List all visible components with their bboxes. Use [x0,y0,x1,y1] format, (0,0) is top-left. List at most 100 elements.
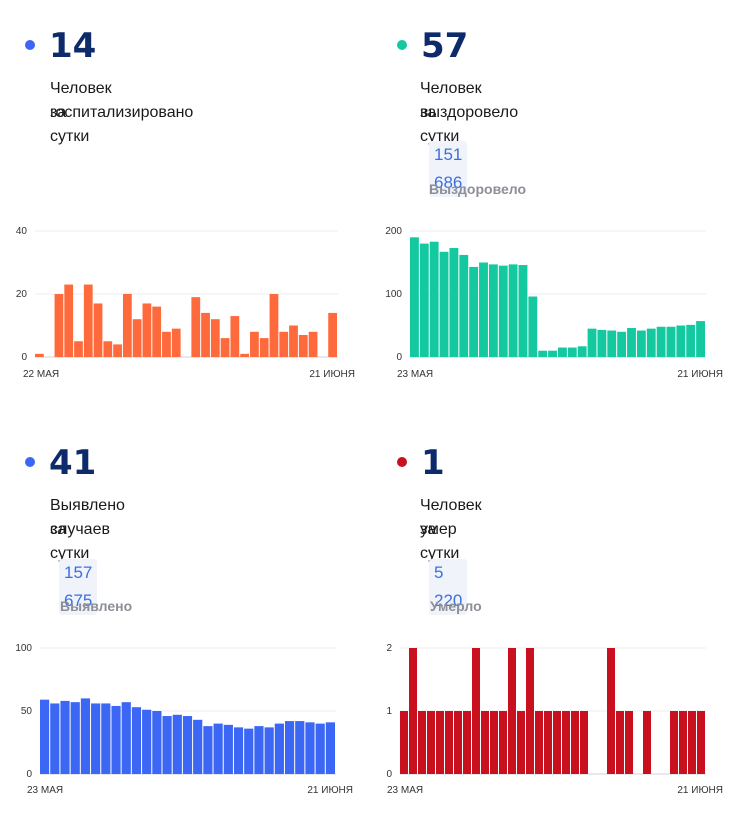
recovered-bar [627,328,636,357]
cases-bar [254,726,264,774]
hospitalized-y-tick-label: 40 [16,226,28,237]
deaths-bar [679,711,687,774]
deaths-bar [481,711,489,774]
recovered-count: 57 [421,26,469,66]
deaths-count: 1 [421,443,445,483]
recovered-bar [419,243,429,357]
hospitalized-bar [113,344,122,357]
cases-total-label: Выявлено [60,598,133,614]
deaths-bar [508,648,516,774]
cases-bar [172,714,182,774]
hospitalized-bar [152,306,162,357]
deaths-y-tick-label: 0 [386,769,392,780]
cases-bar [274,723,284,774]
recovered-bar [646,328,656,357]
recovered-total-badge: 151 686 [429,141,468,197]
hospitalized-count: 14 [49,26,97,66]
deaths-bar [517,711,525,774]
deaths-bar [697,711,705,774]
hospitalized-bar [171,328,181,357]
hospitalized-bar [308,331,318,357]
cases-bar [50,703,60,774]
deaths-total-badge: 5 220 [429,559,468,615]
cases-bar [264,727,274,774]
recovered-y-tick-label: 0 [396,352,402,363]
recovered-bar [528,296,538,357]
recovered-caption-line1: Человек выздоровело [420,80,519,121]
recovered-y-tick-label: 200 [385,226,402,237]
cases-bar [193,719,203,774]
hospitalized-bar [240,353,250,357]
recovered-bar [538,350,548,357]
hospitalized-x-start-label: 22 МАЯ [23,369,59,380]
cases-bar [295,721,305,774]
deaths-bar [625,711,633,774]
deaths-bar [445,711,453,774]
deaths-bar [571,711,579,774]
cases-bar [101,703,111,774]
cases-total-badge: 157 675 [59,559,98,615]
cases-bar [213,723,223,774]
hospitalized-bar [35,353,44,357]
recovered-bar [548,350,557,357]
recovered-x-end-label: 21 ИЮНЯ [677,369,723,380]
deaths-bar [463,711,471,774]
cases-bar [182,716,193,774]
recovered-bar [587,328,597,357]
deaths-x-start-label: 23 МАЯ [387,785,423,796]
recovered-bar [410,237,419,357]
recovered-bar [696,321,705,357]
hospitalized-bar [64,284,74,357]
recovered-total-label: Выздоровело [429,181,527,197]
cases-bar [223,724,233,774]
hospitalized-x-end-label: 21 ИЮНЯ [309,369,355,380]
deaths-total-label: Умерло [430,598,482,614]
cases-bar [121,702,131,774]
hospitalized-bar [269,294,279,357]
hospitalized-bar [289,325,298,357]
hospitalized-bar [210,319,220,357]
cases-y-tick-label: 0 [26,769,32,780]
recovered-bar [567,347,577,357]
recovered-bar [597,329,607,357]
hospitalized-bar [279,331,289,357]
hospitalized-y-tick-label: 20 [16,289,28,300]
hospitalized-bar [54,294,64,357]
hospitalized-bar [103,341,113,357]
hospitalized-bar [201,312,210,357]
deaths-legend-dot [397,457,407,467]
cases-x-start-label: 23 МАЯ [27,785,63,796]
cases-bar [131,707,142,774]
recovered-bar [686,324,696,357]
deaths-bar [670,711,678,774]
hospitalized-bar [328,312,337,357]
cases-bar [70,702,80,774]
recovered-bar [479,262,488,357]
recovered-bar [488,264,498,357]
deaths-bar [607,648,615,774]
deaths-bar [499,711,507,774]
recovered-caption-line2: за сутки [420,104,460,145]
recovered-bar [617,331,627,357]
hospitalized-bar [132,319,142,357]
cases-caption-line1: Выявлено случаев [50,497,125,538]
recovered-bar [666,326,676,357]
recovered-y-tick-label: 100 [385,289,402,300]
deaths-bar [643,711,651,774]
hospitalized-bar [191,297,201,357]
recovered-bar [469,266,479,357]
deaths-x-end-label: 21 ИЮНЯ [677,785,723,796]
recovered-bar [449,248,459,357]
cases-legend-dot [25,457,35,467]
cases-bar [111,705,121,774]
recovered-x-start-label: 23 МАЯ [397,369,433,380]
hospitalized-y-tick-label: 0 [21,352,27,363]
hospitalized-bar [83,284,93,357]
cases-bar [60,700,70,774]
hospitalized-bar [259,338,269,357]
cases-y-tick-label: 100 [15,643,32,654]
